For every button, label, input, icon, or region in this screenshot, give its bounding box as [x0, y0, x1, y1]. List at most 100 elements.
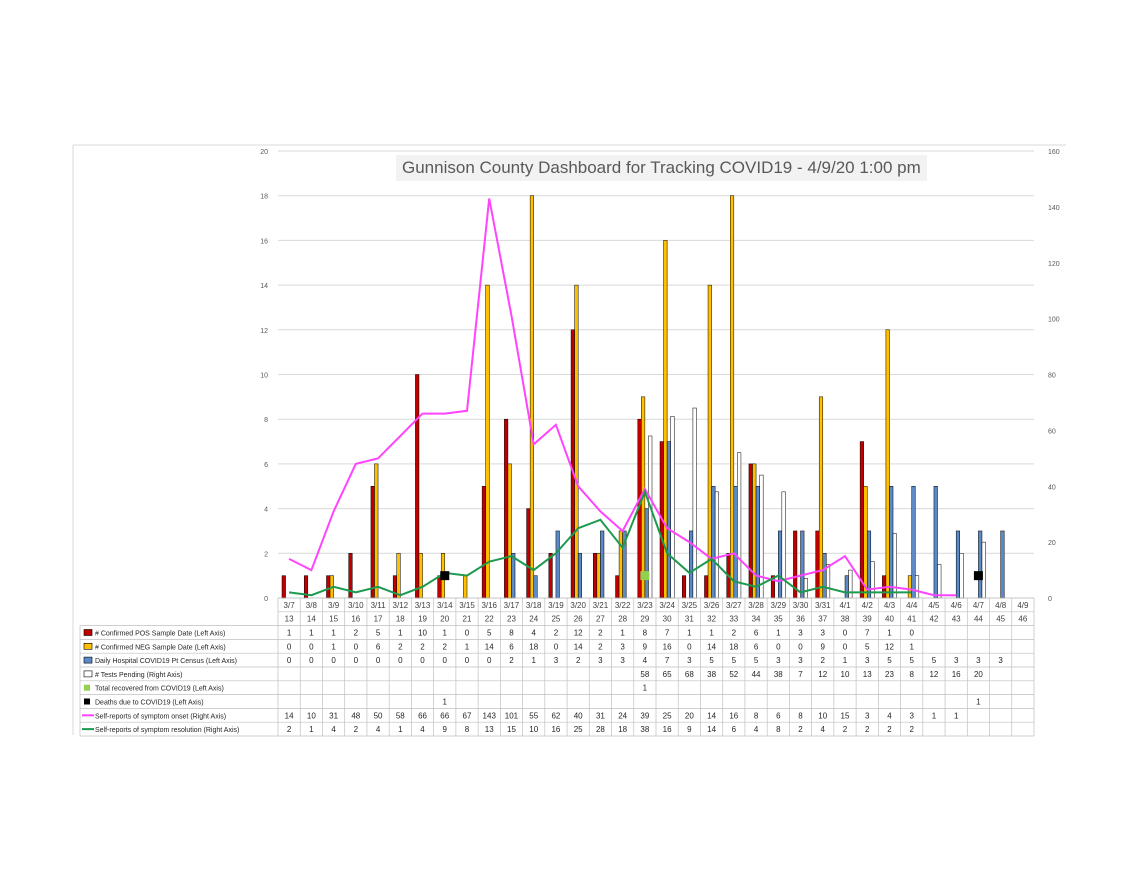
data-label: 16 [551, 725, 560, 734]
bar-2-4/3 [885, 329, 890, 599]
series-line-1 [288, 198, 957, 597]
data-label: 7 [865, 629, 870, 638]
data-label: 52 [729, 670, 738, 679]
data-label: 38 [640, 725, 649, 734]
data-label: 24 [618, 711, 627, 720]
data-label: 48 [351, 711, 360, 720]
data-label: 12 [574, 629, 583, 638]
bar-4-4/6 [959, 553, 964, 599]
bar-3-3/28 [755, 486, 760, 599]
data-label: 2 [865, 725, 870, 734]
data-label: 6 [509, 642, 514, 651]
data-label: 2 [887, 725, 892, 734]
right-tick-label: 60 [1048, 428, 1056, 435]
bar-1-3/9 [326, 575, 331, 599]
day-number-label: 29 [640, 615, 649, 624]
category-label: 3/10 [348, 601, 364, 610]
data-label: 10 [841, 670, 850, 679]
data-label: 3 [909, 711, 914, 720]
bar-1-3/18 [526, 508, 531, 599]
bar-2-3/21 [596, 553, 601, 599]
data-label: 5 [909, 656, 914, 665]
series-lines [288, 198, 957, 597]
data-label: 1 [976, 698, 981, 707]
category-label: 3/30 [793, 601, 809, 610]
category-label: 3/17 [504, 601, 520, 610]
day-number-label: 20 [440, 615, 449, 624]
data-label: 101 [505, 711, 519, 720]
category-label: 3/8 [306, 601, 318, 610]
bar-2-4/4 [907, 575, 912, 599]
bar-2-3/11 [374, 463, 379, 599]
bar-2-3/31 [818, 396, 824, 599]
data-label: 14 [574, 642, 583, 651]
bar-3-4/4 [911, 486, 916, 599]
legend-label: # Tests Pending (Right Axis) [95, 672, 182, 679]
marker-1-3/23 [640, 571, 650, 581]
bar-2-3/20 [574, 284, 579, 599]
data-label: 0 [309, 642, 314, 651]
data-label: 1 [643, 684, 648, 693]
bar-3-4/6 [955, 530, 960, 599]
data-label: 3 [598, 656, 603, 665]
data-label: 0 [309, 656, 314, 665]
data-label: 8 [909, 670, 914, 679]
data-label: 1 [398, 725, 403, 734]
category-label: 3/7 [284, 601, 296, 610]
data-label: 3 [954, 656, 959, 665]
data-label: 9 [443, 725, 448, 734]
data-label: 13 [485, 725, 494, 734]
data-label: 1 [309, 725, 314, 734]
category-label: 3/19 [548, 601, 564, 610]
category-label: 3/28 [748, 601, 764, 610]
data-label: 5 [709, 656, 714, 665]
data-label: 7 [798, 670, 803, 679]
data-label: 12 [818, 670, 827, 679]
category-label: 3/27 [726, 601, 742, 610]
category-label: 3/23 [637, 601, 653, 610]
data-label: 5 [487, 629, 492, 638]
data-label: 1 [287, 629, 292, 638]
data-label: 0 [398, 656, 403, 665]
category-label: 4/5 [928, 601, 940, 610]
data-label: 3 [620, 656, 625, 665]
data-label: 0 [354, 656, 359, 665]
data-label: 14 [707, 642, 716, 651]
data-label: 1 [465, 642, 470, 651]
bar-1-3/13 [415, 374, 420, 599]
data-label: 8 [776, 725, 781, 734]
data-label: 4 [531, 629, 536, 638]
data-label: 1 [309, 629, 314, 638]
day-number-label: 27 [596, 615, 605, 624]
left-tick-label: 10 [260, 373, 268, 380]
left-tick-label: 16 [260, 238, 268, 245]
day-number-label: 37 [818, 615, 827, 624]
data-label: 10 [818, 711, 827, 720]
data-label: 23 [885, 670, 894, 679]
bar-4-4/5 [937, 564, 942, 599]
data-label: 8 [509, 629, 514, 638]
data-label: 6 [754, 642, 759, 651]
chart-title: Gunnison County Dashboard for Tracking C… [396, 155, 927, 181]
data-label: 2 [509, 656, 514, 665]
bar-4-3/26 [714, 491, 719, 599]
bar-1-3/7 [281, 575, 286, 599]
data-label: 18 [529, 642, 538, 651]
data-label: 2 [732, 629, 737, 638]
day-number-label: 23 [507, 615, 516, 624]
left-tick-label: 6 [264, 462, 268, 469]
data-label: 0 [287, 656, 292, 665]
bar-3-3/24 [666, 441, 671, 599]
data-label: 65 [663, 670, 672, 679]
markers [440, 571, 983, 581]
data-label: 10 [418, 629, 427, 638]
data-label: 18 [729, 642, 738, 651]
data-label: 0 [354, 642, 359, 651]
data-label: 13 [863, 670, 872, 679]
category-label: 3/18 [526, 601, 542, 610]
bar-4-4/4 [915, 575, 920, 599]
category-label: 3/13 [415, 601, 431, 610]
data-label: 1 [331, 629, 336, 638]
day-number-label: 36 [796, 615, 805, 624]
bar-4-3/24 [670, 416, 675, 599]
